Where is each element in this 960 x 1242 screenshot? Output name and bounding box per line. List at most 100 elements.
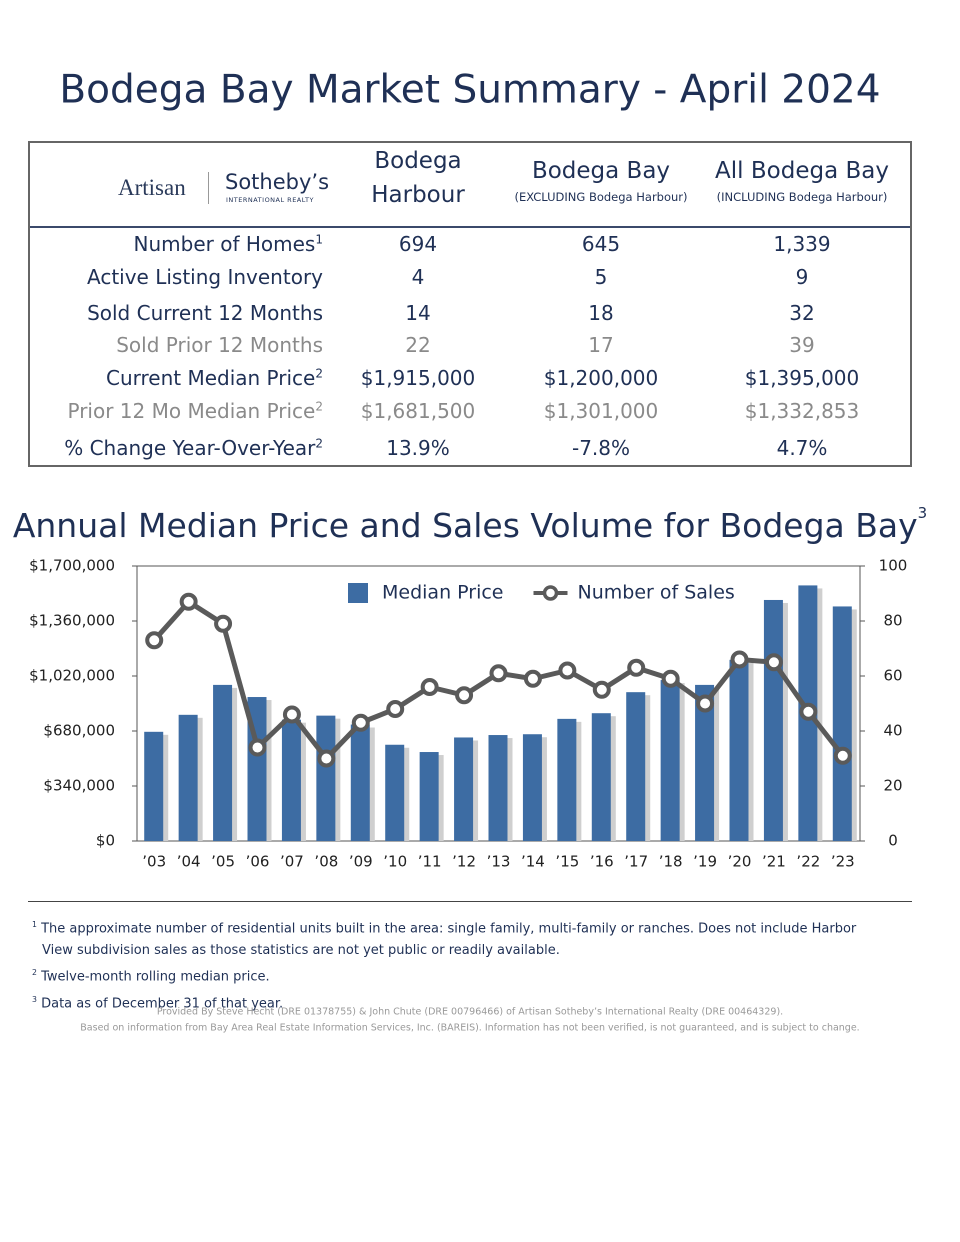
bar: [281, 719, 301, 841]
row-label: % Change Year-Over-Year2: [64, 436, 323, 460]
line-marker: [386, 700, 405, 718]
chart-title: Annual Median Price and Sales Volume for…: [13, 504, 927, 545]
y-tick-label: $340,000: [43, 777, 115, 795]
line-marker: [833, 746, 852, 765]
row-label-text: Sold Prior 12 Months: [116, 333, 323, 357]
legend-label: Number of Sales: [578, 582, 735, 604]
x-tick-label: ’20: [728, 853, 752, 871]
table-cell: 32: [789, 301, 815, 325]
bar: [454, 737, 474, 841]
bar: [695, 684, 715, 841]
line-marker: [317, 749, 336, 768]
bar: [419, 752, 439, 841]
line-marker: [592, 680, 611, 699]
bar: [660, 680, 680, 841]
bar: [626, 692, 646, 841]
x-tick-label: ’23: [831, 853, 855, 871]
line-marker: [730, 650, 749, 669]
bar: [557, 718, 577, 841]
bar: [522, 734, 542, 841]
table-cell: 17: [588, 333, 614, 357]
bar: [832, 606, 852, 841]
x-tick-label: ’06: [246, 853, 270, 871]
footnote-text: Data as of December 31 of that year.: [41, 995, 284, 1011]
line-marker: [558, 661, 577, 680]
column-title: Bodega Harbour: [371, 148, 465, 208]
table-cell: $1,200,000: [543, 366, 659, 390]
table-frame: [28, 141, 912, 467]
line-marker: [455, 686, 474, 705]
row-label-text: Active Listing Inventory: [87, 265, 323, 289]
table-cell: $1,395,000: [744, 366, 860, 390]
column-note: (EXCLUDING Bodega Harbour): [514, 190, 688, 204]
row-label-note: 2: [315, 436, 323, 451]
row-label: Prior 12 Mo Median Price2: [68, 399, 324, 423]
y-tick-label: $1,700,000: [29, 557, 115, 575]
row-label-text: Sold Current 12 Months: [87, 301, 323, 325]
y2-tick-label: 60: [883, 667, 902, 685]
x-tick-label: ’12: [452, 853, 476, 871]
row-label-note: 2: [315, 366, 323, 381]
logo-brand: Artisan: [118, 175, 186, 200]
table-cell: 645: [581, 232, 621, 256]
y2-tick-label: 0: [888, 832, 898, 850]
y-tick-label: $680,000: [43, 722, 115, 740]
line-marker: [764, 653, 783, 672]
footnote-mark: 1: [32, 920, 37, 929]
line-marker: [661, 669, 680, 688]
line-marker: [489, 664, 508, 683]
footnotes: 1 The approximate number of residential …: [32, 914, 872, 1015]
table-cell: 9: [795, 265, 809, 289]
chart-title-text: Annual Median Price and Sales Volume for…: [13, 506, 918, 545]
bar: [385, 744, 405, 841]
table-cell: -7.8%: [571, 436, 631, 460]
table-cell: 39: [789, 333, 815, 357]
x-tick-label: ’14: [521, 853, 545, 871]
credit-line: Based on information from Bay Area Real …: [80, 1022, 860, 1034]
legend-swatch: [542, 585, 559, 601]
table-cell: 5: [594, 265, 608, 289]
line-marker: [248, 738, 267, 757]
table-cell: 22: [405, 333, 431, 357]
column-note: (INCLUDING Bodega Harbour): [716, 190, 888, 204]
x-tick-label: ’05: [211, 853, 235, 871]
logo-divider: [208, 172, 209, 204]
bar: [144, 731, 164, 841]
column-title: Bodega Bay: [531, 158, 671, 184]
page-title: Bodega Bay Market Summary - April 2024: [59, 67, 881, 113]
row-label-note: 2: [315, 399, 323, 414]
y2-tick-label: 20: [883, 777, 902, 795]
row-label: Sold Prior 12 Months: [116, 333, 323, 357]
x-tick-label: ’11: [418, 853, 442, 871]
x-tick-label: ’15: [555, 853, 579, 871]
x-tick-label: ’10: [383, 853, 407, 871]
y2-tick-label: 100: [879, 557, 908, 575]
x-tick-label: ’22: [796, 853, 820, 871]
line-marker: [420, 678, 439, 696]
x-tick-label: ’17: [624, 853, 648, 871]
bar: [178, 714, 198, 841]
x-tick-label: ’03: [142, 853, 166, 871]
table-cell: 4: [411, 265, 425, 289]
x-tick-label: ’21: [762, 853, 786, 871]
row-label: Sold Current 12 Months: [87, 301, 323, 325]
x-tick-label: ’16: [590, 853, 614, 871]
footnote: 2 Twelve-month rolling median price.: [32, 962, 872, 988]
row-label-note: 1: [315, 232, 323, 247]
line-marker: [145, 631, 164, 650]
line-marker: [179, 592, 198, 611]
row-label-text: Prior 12 Mo Median Price: [67, 399, 316, 423]
bar: [350, 724, 370, 841]
bar: [729, 659, 749, 841]
y-tick-label: $0: [96, 832, 115, 850]
y2-tick-label: 40: [883, 722, 902, 740]
table-cell: $1,915,000: [360, 366, 476, 390]
line-marker: [523, 669, 542, 688]
row-label: Current Median Price2: [106, 366, 323, 390]
table-cell: 4.7%: [776, 436, 828, 460]
line-marker: [627, 658, 646, 677]
table-cell: 14: [405, 301, 431, 325]
x-tick-label: ’18: [659, 853, 683, 871]
